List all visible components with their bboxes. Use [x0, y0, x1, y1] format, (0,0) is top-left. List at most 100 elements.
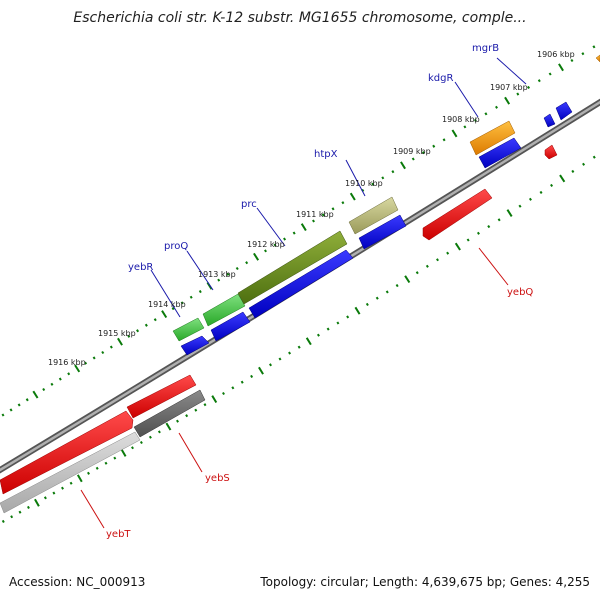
- gene-label-mgrB[interactable]: mgrB: [472, 43, 499, 54]
- tick-mark: [185, 414, 189, 418]
- tick-mark: [148, 435, 152, 439]
- tick-mark: [206, 281, 213, 290]
- tick-mark: [240, 380, 244, 384]
- kdgR-cds-bar[interactable]: [478, 137, 522, 169]
- gene-label-prc[interactable]: prc: [241, 199, 257, 210]
- tick-mark: [548, 72, 552, 76]
- yebR-cds-bar[interactable]: [180, 335, 210, 356]
- tick-mark: [283, 237, 287, 241]
- tick-mark: [104, 461, 108, 465]
- yebS-gene-bar[interactable]: [133, 389, 206, 438]
- tick-mark: [592, 155, 596, 159]
- kdgR-leader-line: [454, 81, 479, 118]
- tick-mark: [226, 272, 230, 276]
- kbp-label-1915: 1915 kbp: [98, 329, 136, 338]
- tick-mark: [504, 96, 511, 105]
- tick-mark: [269, 363, 272, 367]
- proQ-cds-bar[interactable]: [210, 311, 251, 342]
- tick-mark: [231, 386, 235, 390]
- tick-mark: [300, 223, 307, 232]
- prc-cds-bar[interactable]: [248, 249, 354, 319]
- gene-label-yebQ[interactable]: yebQ: [507, 287, 533, 298]
- tick-mark: [27, 505, 30, 509]
- tick-mark: [527, 85, 531, 89]
- tick-mark: [404, 275, 411, 284]
- tick-mark: [9, 408, 13, 412]
- tick-mark: [92, 356, 96, 360]
- kdgR-gene-bar[interactable]: [469, 120, 516, 156]
- outer-tick-ring: [1, 45, 596, 417]
- tick-mark: [346, 315, 350, 319]
- kbp-label-1909: 1909 kbp: [393, 147, 431, 156]
- gene-label-yebT[interactable]: yebT: [106, 529, 131, 540]
- tick-mark: [326, 327, 330, 331]
- tick-mark: [518, 204, 522, 208]
- tick-mark: [258, 366, 264, 375]
- htpX-gene-bar[interactable]: [348, 196, 399, 235]
- tick-mark: [592, 45, 596, 49]
- proQ-gene-bar[interactable]: [202, 293, 246, 327]
- tick-mark: [61, 486, 64, 490]
- tick-mark: [67, 372, 71, 376]
- tick-mark: [43, 496, 47, 500]
- tick-mark: [316, 333, 320, 337]
- gene-label-yebS[interactable]: yebS: [205, 473, 230, 484]
- gene-label-kdgR[interactable]: kdgR: [428, 73, 453, 84]
- tick-mark: [473, 118, 477, 122]
- kbp-label-1911: 1911 kbp: [296, 210, 334, 219]
- tick-mark: [581, 52, 585, 56]
- tick-mark: [189, 295, 193, 299]
- mgrB-cds-bar[interactable]: [555, 101, 573, 121]
- tick-mark: [365, 302, 369, 307]
- tick-mark: [131, 446, 134, 450]
- tick-mark: [250, 374, 254, 378]
- tick-mark: [180, 301, 184, 305]
- tick-mark: [506, 209, 513, 217]
- small-reverse-feature[interactable]: [544, 144, 558, 160]
- tick-mark: [539, 190, 543, 194]
- gene-label-proQ[interactable]: proQ: [164, 241, 188, 252]
- tick-mark: [349, 192, 356, 201]
- edge-gene-bar[interactable]: [595, 54, 600, 63]
- tick-mark: [558, 63, 564, 72]
- tick-mark: [371, 182, 375, 186]
- tick-mark: [101, 350, 105, 355]
- tick-mark: [375, 296, 379, 300]
- tick-mark: [139, 440, 143, 445]
- tick-mark: [278, 357, 282, 361]
- tick-mark: [361, 188, 365, 192]
- tick-mark: [32, 390, 39, 399]
- small-forward-feature[interactable]: [543, 113, 556, 128]
- tick-mark: [10, 515, 14, 519]
- topology-summary: Topology: circular; Length: 4,639,675 bp…: [260, 575, 590, 589]
- kbp-label-1914: 1914 kbp: [148, 300, 186, 309]
- tick-mark: [84, 361, 88, 365]
- tick-mark: [76, 474, 83, 483]
- kbp-labels: 1906 kbp 1907 kbp 1908 kbp 1909 kbp 1910…: [48, 50, 575, 367]
- kbp-label-1907: 1907 kbp: [490, 83, 528, 92]
- tick-mark: [487, 225, 491, 229]
- yebQ-leader-line: [478, 247, 509, 286]
- tick-mark: [297, 345, 301, 349]
- tick-mark: [157, 430, 161, 434]
- tick-mark: [117, 337, 123, 346]
- yebR-gene-bar[interactable]: [172, 317, 205, 342]
- yebT-cds-bar[interactable]: [0, 410, 134, 495]
- tick-mark: [331, 207, 335, 211]
- yebQ-cds-bar[interactable]: [422, 188, 493, 241]
- yebT-gene-bar[interactable]: [0, 431, 141, 514]
- tick-mark: [354, 306, 361, 315]
- tick-mark: [484, 112, 488, 116]
- yebS-cds-bar[interactable]: [126, 374, 197, 419]
- gene-label-htpX[interactable]: htpX: [314, 149, 338, 160]
- tick-mark: [245, 261, 249, 265]
- tick-mark: [74, 364, 81, 373]
- prc-gene-bar[interactable]: [237, 230, 348, 305]
- proQ-leader-line: [186, 250, 214, 291]
- tick-mark: [264, 249, 267, 253]
- tick-mark: [446, 251, 450, 255]
- gene-label-yebR[interactable]: yebR: [128, 262, 153, 273]
- htpX-cds-bar[interactable]: [358, 214, 407, 250]
- kbp-label-1906: 1906 kbp: [537, 50, 575, 59]
